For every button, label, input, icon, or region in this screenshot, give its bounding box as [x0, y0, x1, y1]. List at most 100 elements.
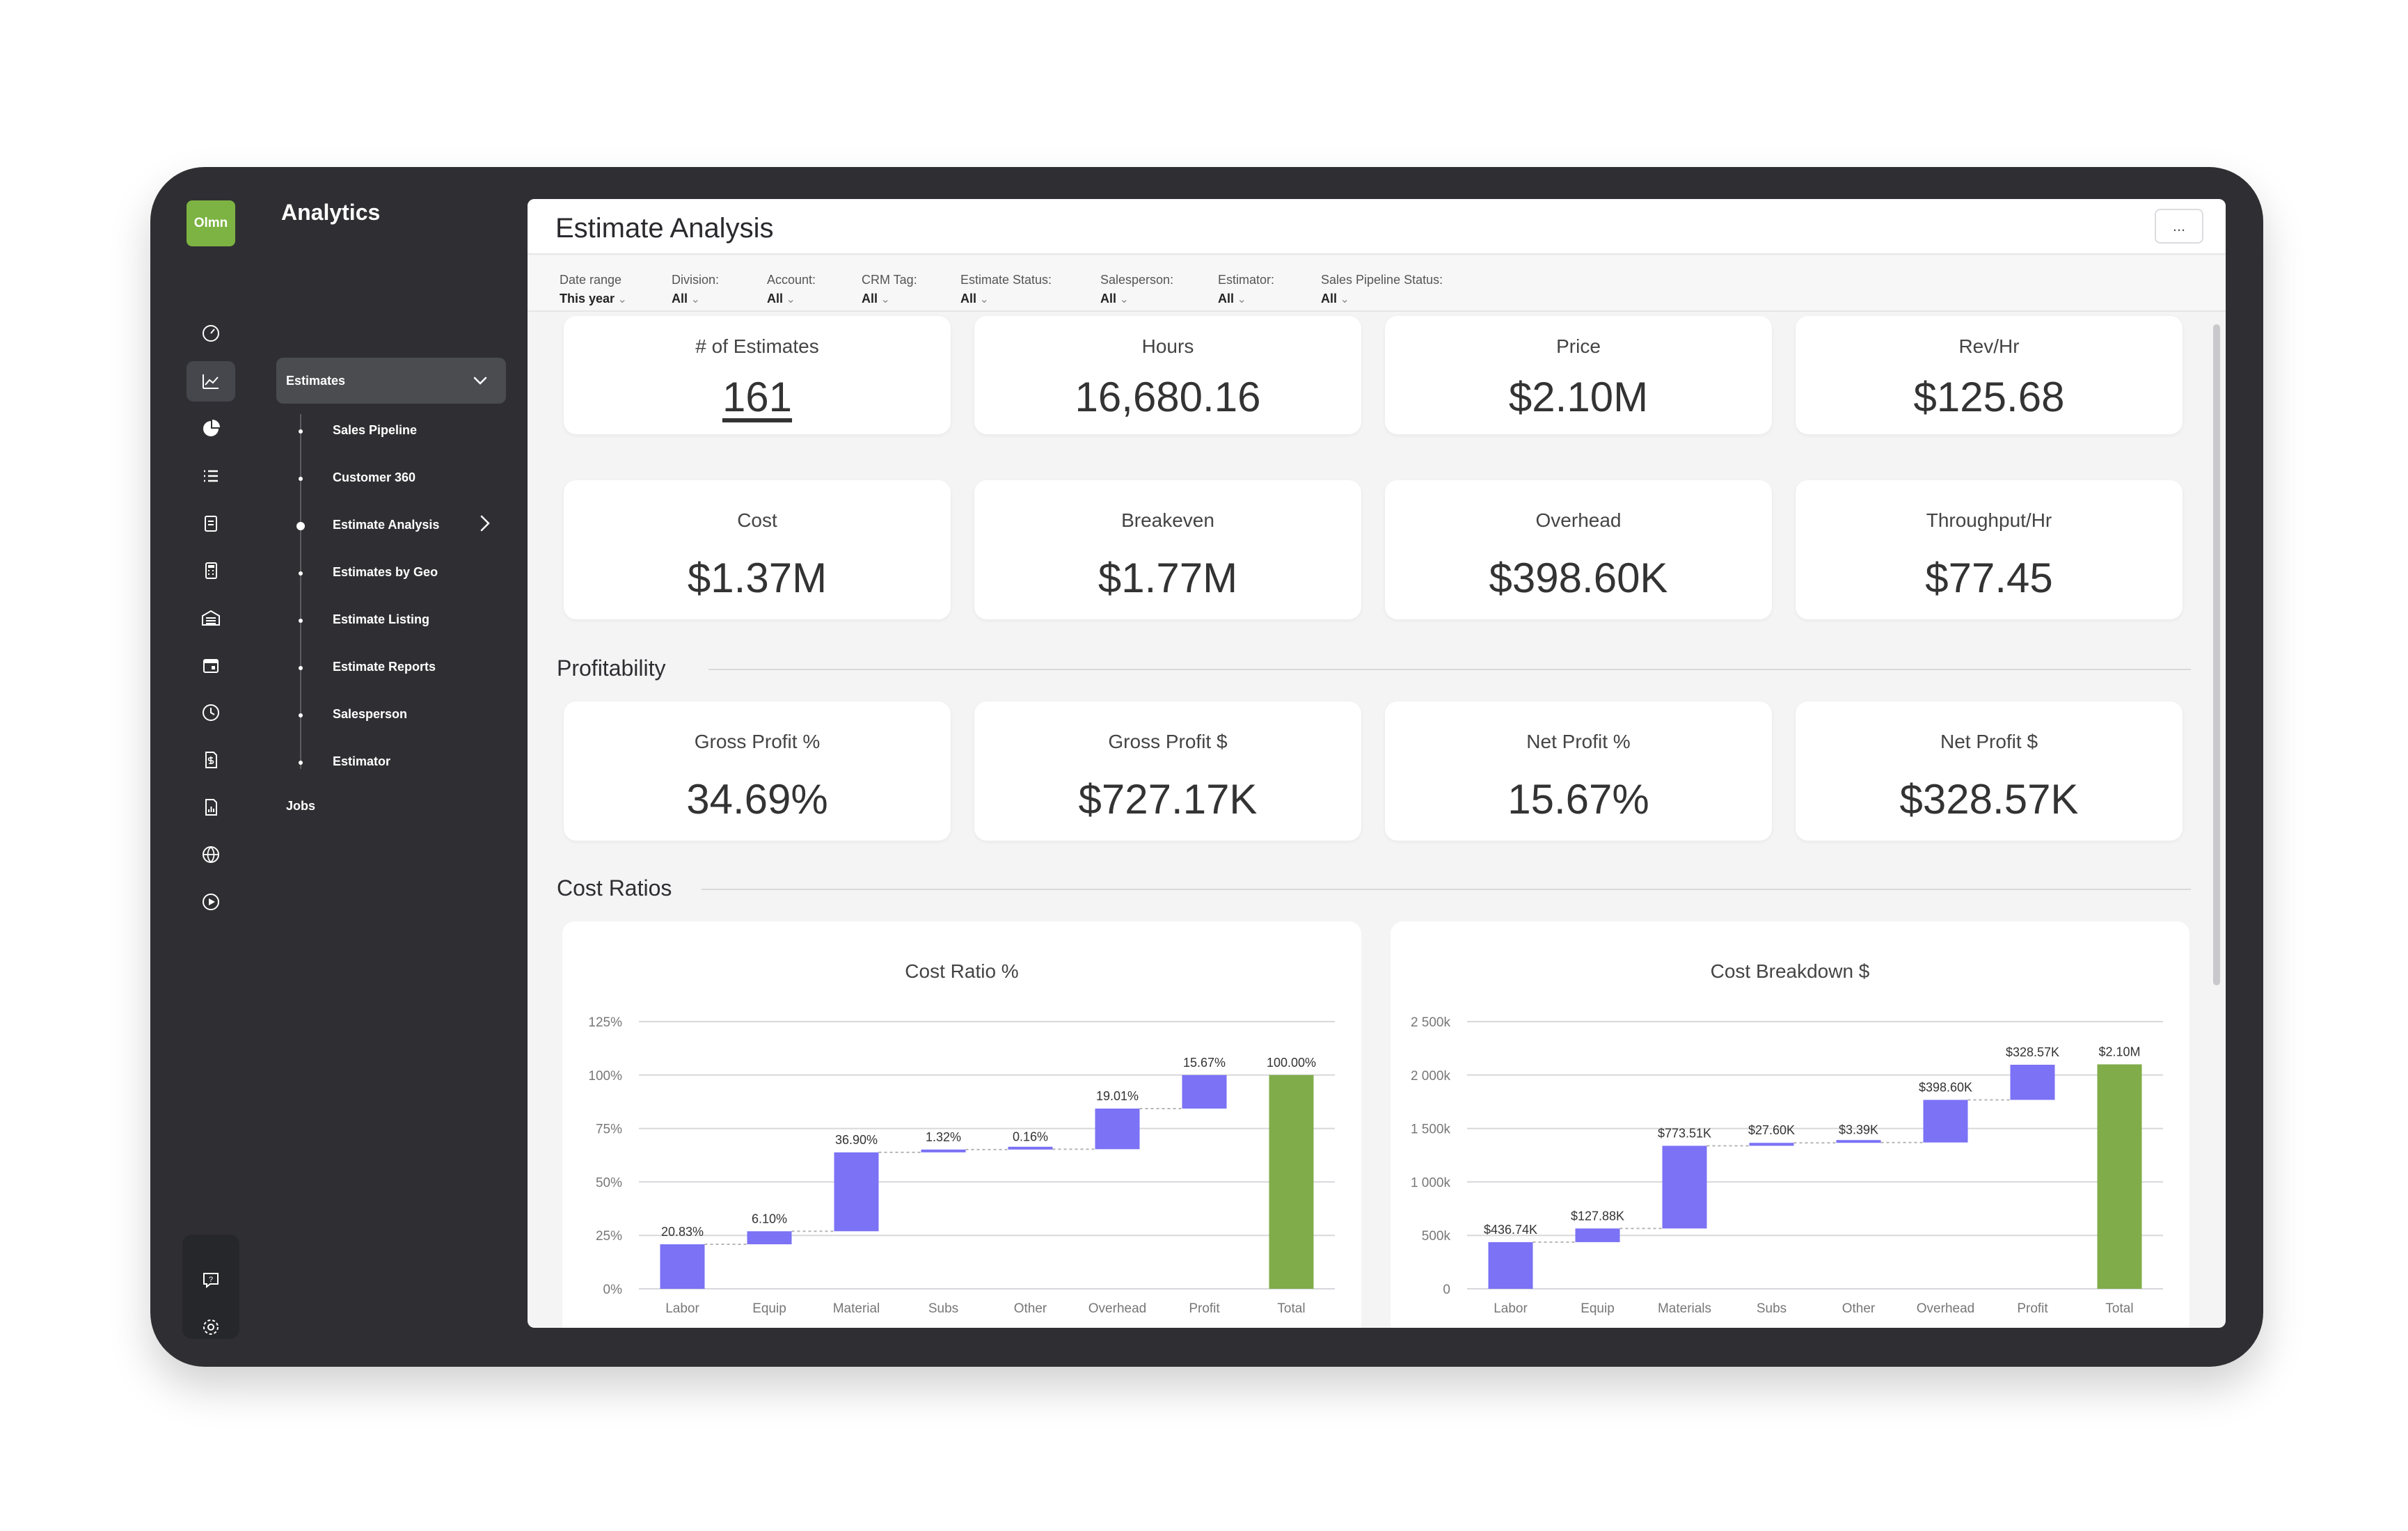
data-label: $328.57K [2006, 1045, 2059, 1059]
kpi-value[interactable]: 161 [722, 374, 793, 420]
panel-header: Estimate Analysis ... [528, 199, 2226, 255]
filter-dropdown[interactable]: Salesperson: All [1100, 273, 1173, 306]
data-label: 15.67% [1183, 1056, 1226, 1070]
svg-text:?: ? [209, 1276, 213, 1284]
y-tick-label: 125% [588, 1015, 622, 1030]
x-tick-label: Overhead [1917, 1301, 1974, 1316]
y-tick-label: 500k [1422, 1229, 1451, 1244]
nav-item[interactable]: Estimate Analysis [333, 518, 440, 532]
nav-item[interactable]: Sales Pipeline [333, 423, 418, 437]
bar[interactable] [1095, 1108, 1140, 1150]
rail-bottom-group [182, 1235, 239, 1339]
filter-label: Salesperson: [1100, 273, 1174, 287]
rail-clock-button[interactable] [187, 692, 235, 733]
rail-play-button[interactable] [187, 882, 235, 922]
filter-dropdown[interactable]: Division: All [672, 273, 719, 306]
filter-value: This year [560, 292, 627, 306]
filter-dropdown[interactable]: Estimate Status: All [960, 273, 1052, 306]
x-tick-label: Other [1842, 1301, 1876, 1316]
bar[interactable] [1923, 1100, 1968, 1143]
page-title: Estimate Analysis [555, 213, 774, 244]
x-tick-label: Subs [928, 1301, 958, 1316]
x-tick-label: Total [1277, 1301, 1305, 1316]
y-tick-label: 75% [596, 1123, 622, 1137]
list-icon [204, 470, 218, 482]
bar[interactable] [747, 1231, 792, 1245]
bar[interactable] [1749, 1143, 1794, 1146]
kpi-card: Breakeven $1.77M [974, 480, 1361, 619]
nav-tree-dot [299, 666, 303, 670]
nav-item[interactable]: Estimate Listing [333, 612, 430, 626]
nav-item[interactable]: Estimate Reports [333, 660, 436, 674]
bar[interactable] [2010, 1065, 2055, 1100]
rail-line-chart-button[interactable] [187, 361, 235, 402]
nav-tree-dot [299, 429, 303, 434]
kpi-label: Cost [737, 509, 777, 531]
cost-ratios-title: Cost Ratios [557, 875, 672, 901]
nav-group-estimates[interactable]: Estimates [276, 358, 506, 404]
scrollbar[interactable] [2213, 324, 2220, 985]
rail-globe-button[interactable] [187, 834, 235, 875]
rail-clipboard-button[interactable] [187, 503, 235, 544]
x-tick-label: Profit [2017, 1301, 2048, 1316]
kpi-value: $1.77M [1098, 555, 1238, 601]
bar[interactable] [1008, 1146, 1053, 1150]
nav-item[interactable]: Estimator [333, 754, 391, 768]
filter-dropdown[interactable]: Sales Pipeline Status: All [1321, 273, 1443, 306]
nav-tree-dot [299, 571, 303, 576]
filter-dropdown[interactable]: Date range This year [560, 273, 627, 306]
rail-warehouse-button[interactable] [187, 598, 235, 638]
bar[interactable] [834, 1152, 879, 1232]
bar[interactable] [1836, 1140, 1881, 1143]
more-options-button[interactable]: ... [2155, 209, 2203, 244]
kpi-card: Cost $1.37M [564, 480, 951, 619]
bar[interactable] [1662, 1145, 1707, 1229]
rail-document-dollar-button[interactable] [187, 740, 235, 780]
rail-pie-chart-button[interactable] [187, 408, 235, 449]
nav-item-jobs[interactable]: Jobs [286, 799, 316, 813]
bar[interactable] [660, 1244, 705, 1289]
bar[interactable] [1488, 1242, 1533, 1289]
filter-dropdown[interactable]: Estimator: All [1218, 273, 1274, 306]
rail-settings-button[interactable] [187, 1307, 235, 1347]
filter-dropdown[interactable]: Account: All [767, 273, 816, 306]
bar[interactable] [1182, 1074, 1227, 1109]
filter-value: All [1218, 292, 1274, 306]
data-label: $3.39K [1839, 1123, 1878, 1137]
main-panel: Estimate Analysis ... Date range This yea… [528, 199, 2226, 1328]
filter-dropdown[interactable]: CRM Tag: All [862, 273, 917, 306]
y-tick-label: 25% [596, 1229, 622, 1244]
rail-list-button[interactable] [187, 456, 235, 496]
nav-item[interactable]: Estimates by Geo [333, 565, 438, 579]
x-tick-label: Other [1014, 1301, 1047, 1316]
kpi-value: $328.57K [1899, 776, 2079, 823]
rail-dashboard-button[interactable] [187, 313, 235, 354]
kpi-card: Gross Profit $ $727.17K [974, 701, 1361, 841]
x-tick-label: Equip [1581, 1301, 1615, 1316]
nav-item[interactable]: Salesperson [333, 707, 408, 721]
rail-report-button[interactable] [187, 787, 235, 827]
filter-label: Account: [767, 273, 816, 287]
nav-tree-dot [299, 619, 303, 623]
app-logo[interactable]: Olmn [187, 200, 235, 246]
play-icon [203, 894, 219, 910]
rail-calculator-button[interactable] [187, 550, 235, 591]
bar[interactable] [1269, 1074, 1314, 1289]
chart-title: Cost Breakdown $ [1710, 960, 1870, 982]
nav-item[interactable]: Customer 360 [333, 470, 416, 484]
y-tick-label: 2 500k [1411, 1015, 1451, 1030]
clipboard-icon [205, 516, 217, 532]
help-icon: ? [203, 1273, 219, 1289]
data-label: $27.60K [1748, 1123, 1795, 1137]
y-tick-label: 100% [588, 1069, 622, 1084]
bar[interactable] [921, 1149, 966, 1152]
kpi-label: Rev/Hr [1958, 335, 2020, 357]
bar[interactable] [1575, 1228, 1620, 1242]
rail-calendar-button[interactable] [187, 645, 235, 685]
rail-help-button[interactable]: ? [187, 1260, 235, 1300]
x-tick-label: Profit [1189, 1301, 1220, 1316]
bar[interactable] [2097, 1064, 2142, 1289]
kpi-card: Price $2.10M [1385, 316, 1772, 434]
kpi-label: Gross Profit $ [1108, 731, 1228, 752]
cost-breakdown-chart: 0 500k 1 000k 1 500k 2 000k 2 500k $436.74K Lab… [1411, 1015, 2163, 1316]
